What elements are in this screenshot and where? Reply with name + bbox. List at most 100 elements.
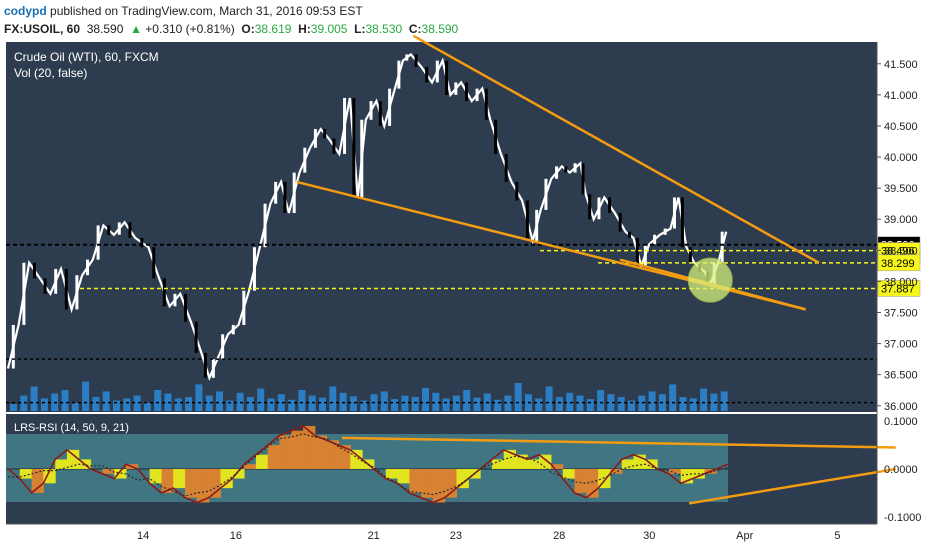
candle bbox=[454, 82, 458, 95]
rsi-bar bbox=[255, 454, 269, 469]
rsi-bar bbox=[326, 440, 339, 469]
price-tag-label: 38.496 bbox=[881, 246, 915, 258]
candle bbox=[203, 352, 207, 378]
volume-bar bbox=[463, 390, 471, 411]
change-arrow-icon: ▲ bbox=[130, 22, 142, 36]
rsi-bar bbox=[609, 469, 623, 474]
candle bbox=[515, 181, 519, 201]
candle bbox=[504, 153, 508, 182]
close-value: 38.590 bbox=[421, 22, 459, 36]
candle bbox=[475, 88, 479, 102]
candle bbox=[242, 290, 246, 325]
candle bbox=[140, 237, 144, 248]
rsi-bar bbox=[491, 459, 505, 469]
candle bbox=[378, 101, 382, 126]
volume-bar bbox=[61, 390, 69, 411]
rsi-bar bbox=[421, 469, 434, 498]
low-value: 38.530 bbox=[365, 22, 403, 36]
date-tick-label: 28 bbox=[553, 530, 565, 542]
high-label: H: bbox=[298, 22, 311, 36]
candle bbox=[263, 203, 267, 248]
volume-bar bbox=[143, 402, 151, 411]
candle bbox=[117, 222, 121, 235]
price-tick-label: 39.500 bbox=[884, 183, 918, 195]
candle bbox=[352, 97, 356, 198]
rsi-bar bbox=[314, 435, 328, 469]
candle bbox=[635, 237, 639, 266]
rsi-bar bbox=[303, 425, 316, 469]
rsi-tick-label: 0.1000 bbox=[884, 416, 918, 428]
candle bbox=[313, 129, 317, 148]
volume-bar bbox=[617, 397, 625, 411]
volume-bar bbox=[545, 386, 553, 411]
candle bbox=[680, 197, 684, 248]
price-line bbox=[6, 52, 728, 381]
volume-bar bbox=[720, 391, 728, 411]
candle bbox=[22, 262, 26, 325]
candle bbox=[128, 222, 132, 238]
volume-bar bbox=[628, 400, 635, 411]
rsi-bar bbox=[539, 454, 552, 469]
volume-bar bbox=[504, 395, 512, 411]
volume-bar bbox=[257, 388, 265, 411]
date-tick-label: 14 bbox=[137, 530, 149, 542]
volume-bar bbox=[411, 397, 419, 411]
candle bbox=[425, 66, 429, 83]
rsi-bar bbox=[19, 469, 33, 479]
candle bbox=[252, 247, 256, 291]
volume-bar bbox=[648, 391, 656, 411]
candle bbox=[588, 194, 592, 220]
rsi-bar bbox=[267, 445, 280, 469]
price-tag-label: 37.887 bbox=[881, 283, 915, 295]
volume-bar bbox=[246, 397, 254, 411]
candle bbox=[535, 209, 539, 241]
rsi-bar bbox=[562, 469, 576, 479]
volume-bar bbox=[576, 395, 584, 411]
candle bbox=[435, 60, 439, 83]
volume-bar bbox=[71, 402, 79, 411]
volume-bar bbox=[535, 398, 543, 411]
candle bbox=[369, 101, 373, 120]
volume-bar bbox=[20, 395, 28, 411]
candle bbox=[627, 231, 631, 238]
rsi-bar bbox=[527, 459, 540, 469]
candle bbox=[86, 259, 89, 276]
rsi-bar bbox=[291, 430, 304, 469]
volume-bar bbox=[494, 399, 502, 411]
candle bbox=[720, 231, 724, 263]
price-tick-label: 40.000 bbox=[884, 152, 918, 164]
candle bbox=[231, 324, 235, 335]
published-text: published on TradingView.com, March 31, … bbox=[50, 4, 363, 18]
volume-bar bbox=[10, 404, 17, 411]
rsi-bar bbox=[279, 435, 292, 469]
candle bbox=[544, 178, 548, 210]
price-tag-label: 38.299 bbox=[881, 258, 915, 270]
price-tick-label: 36.000 bbox=[884, 401, 918, 413]
date-tick-label: 16 bbox=[230, 530, 242, 542]
candle bbox=[643, 244, 647, 266]
candle bbox=[555, 166, 559, 179]
rsi-bar bbox=[102, 469, 115, 474]
rsi-bar bbox=[456, 469, 469, 489]
volume-bar bbox=[349, 396, 357, 411]
rsi-bar bbox=[668, 469, 682, 474]
volume-bar bbox=[185, 397, 193, 411]
volume-bar bbox=[597, 390, 605, 411]
volume-bar bbox=[586, 399, 594, 411]
volume-bar bbox=[102, 391, 110, 411]
candle bbox=[152, 247, 156, 279]
price-tick-label: 39.000 bbox=[884, 214, 918, 226]
rsi-trendline bbox=[341, 436, 896, 449]
candle bbox=[405, 54, 409, 61]
volume-label: Vol (20, false) bbox=[14, 66, 87, 80]
price-tick-label: 37.000 bbox=[884, 339, 918, 351]
author-name[interactable]: codypd bbox=[4, 4, 47, 18]
rsi-bar bbox=[31, 469, 44, 493]
axes: 41.500 41.000 40.500 40.000 39.500 39.000 38.5… bbox=[6, 42, 921, 542]
volume-bar bbox=[319, 397, 326, 411]
candle bbox=[608, 197, 612, 214]
date-tick-label: 21 bbox=[368, 530, 380, 542]
volume-bar bbox=[422, 387, 429, 411]
candle bbox=[211, 359, 215, 378]
